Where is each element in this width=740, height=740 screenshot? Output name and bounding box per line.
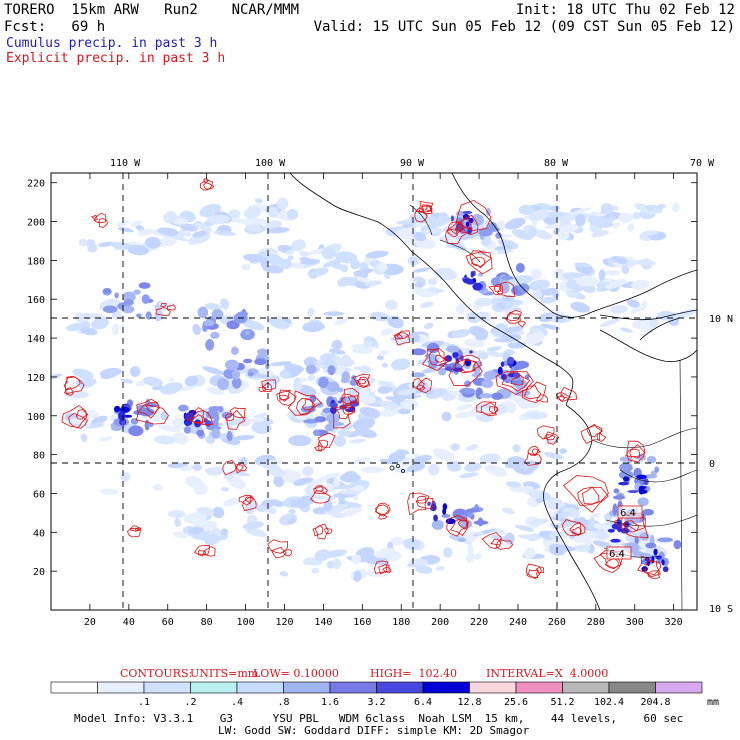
- y-tick-label: 80: [33, 451, 45, 462]
- colorbar-label: 204.8: [640, 697, 670, 708]
- y-tick-label: 140: [27, 334, 45, 345]
- colorbar-label: 51.2: [550, 697, 574, 708]
- colorbar-swatch: [562, 681, 610, 694]
- x-tick-label: 20: [84, 617, 96, 628]
- colorbar-label: 102.4: [594, 697, 624, 708]
- x-tick-label: 200: [431, 617, 449, 628]
- lat-label: 10 S: [709, 604, 733, 615]
- cumulus-field-label: Cumulus precip. in past 3 h: [6, 36, 218, 51]
- colorbar-swatch: [50, 681, 98, 694]
- colorbar-swatch: [97, 681, 145, 694]
- forecast-hour: Fcst: 69 h: [4, 19, 106, 35]
- model-run-title: TORERO 15km ARW Run2 NCAR/MMM: [4, 2, 300, 18]
- lon-label: 100 W: [255, 158, 286, 169]
- colorbar-label: .2: [184, 697, 196, 708]
- contours-high: HIGH= 102.40: [370, 667, 458, 680]
- lat-label: 10 N: [709, 314, 733, 325]
- colorbar-swatch: [469, 681, 517, 694]
- cumulus-precip-shading: [51, 197, 697, 582]
- colorbar-label: .1: [138, 697, 150, 708]
- colorbar-label: 6.4: [414, 697, 432, 708]
- x-tick-label: 160: [353, 617, 371, 628]
- contours-low: LOW= 0.10000: [253, 667, 339, 680]
- colorbar-swatch: [376, 681, 424, 694]
- x-tick-label: 100: [237, 617, 255, 628]
- y-tick-label: 200: [27, 218, 45, 229]
- x-tick-label: 320: [665, 617, 683, 628]
- colorbar-label: .4: [231, 697, 243, 708]
- valid-time: Valid: 15 UTC Sun 05 Feb 12 (09 CST Sun …: [313, 19, 735, 35]
- colorbar-swatch: [329, 681, 377, 694]
- y-tick-label: 20: [33, 567, 45, 578]
- x-tick-label: 260: [548, 617, 566, 628]
- x-tick-label: 220: [470, 617, 488, 628]
- y-tick-label: 60: [33, 489, 45, 500]
- x-tick-label: 240: [509, 617, 527, 628]
- lon-label: 80 W: [544, 158, 569, 169]
- colorbar-swatch: [422, 681, 470, 694]
- init-time: Init: 18 UTC Thu 02 Feb 12: [515, 2, 735, 18]
- y-tick-label: 160: [27, 295, 45, 306]
- x-tick-label: 300: [626, 617, 644, 628]
- colorbar-swatch: [655, 681, 703, 694]
- y-tick-label: 220: [27, 179, 45, 190]
- x-tick-label: 180: [392, 617, 410, 628]
- lat-lon-grid: [51, 173, 697, 610]
- colorbar-swatch: [283, 681, 331, 694]
- contours-interval: INTERVAL=X 4.0000: [486, 667, 609, 680]
- physics-info: LW: Godd SW: Goddard DIFF: simple KM: 2D…: [218, 724, 530, 737]
- map-frame: [50, 172, 698, 611]
- contour-box-label: 6.4: [620, 508, 636, 519]
- lat-label: 0: [709, 459, 715, 470]
- colorbar-unit: mm: [707, 697, 719, 708]
- contours-units: UNITS=mm: [190, 667, 259, 680]
- y-tick-label: 120: [27, 373, 45, 384]
- colorbar-swatch: [515, 681, 563, 694]
- colorbar-label: .8: [277, 697, 289, 708]
- x-tick-label: 280: [587, 617, 605, 628]
- colorbar-label: 1.6: [321, 697, 339, 708]
- lon-label: 90 W: [400, 158, 425, 169]
- x-tick-label: 80: [201, 617, 213, 628]
- explicit-field-label: Explicit precip. in past 3 h: [6, 51, 226, 66]
- colorbar-swatch: [143, 681, 191, 694]
- colorbar-label: 25.6: [504, 697, 528, 708]
- x-tick-label: 140: [314, 617, 332, 628]
- colorbar-swatch: [608, 681, 656, 694]
- x-tick-label: 60: [162, 617, 174, 628]
- explicit-precip-contours: [61, 178, 662, 580]
- colorbar-label: 12.8: [457, 697, 481, 708]
- y-tick-label: 180: [27, 256, 45, 267]
- colorbar-swatch: [236, 681, 284, 694]
- x-tick-label: 120: [275, 617, 293, 628]
- x-tick-label: 40: [123, 617, 135, 628]
- contours-title: CONTOURS:: [120, 667, 193, 680]
- lon-label: 70 W: [690, 158, 715, 169]
- colorbar-label: 3.2: [367, 697, 385, 708]
- model-info: Model Info: V3.3.1 G3 YSU PBL WDM 6class…: [74, 712, 684, 725]
- y-tick-label: 40: [33, 528, 45, 539]
- y-tick-label: 100: [27, 412, 45, 423]
- colorbar-swatch: [190, 681, 238, 694]
- contour-box-label: 6.4: [609, 549, 625, 560]
- lon-label: 110 W: [110, 158, 141, 169]
